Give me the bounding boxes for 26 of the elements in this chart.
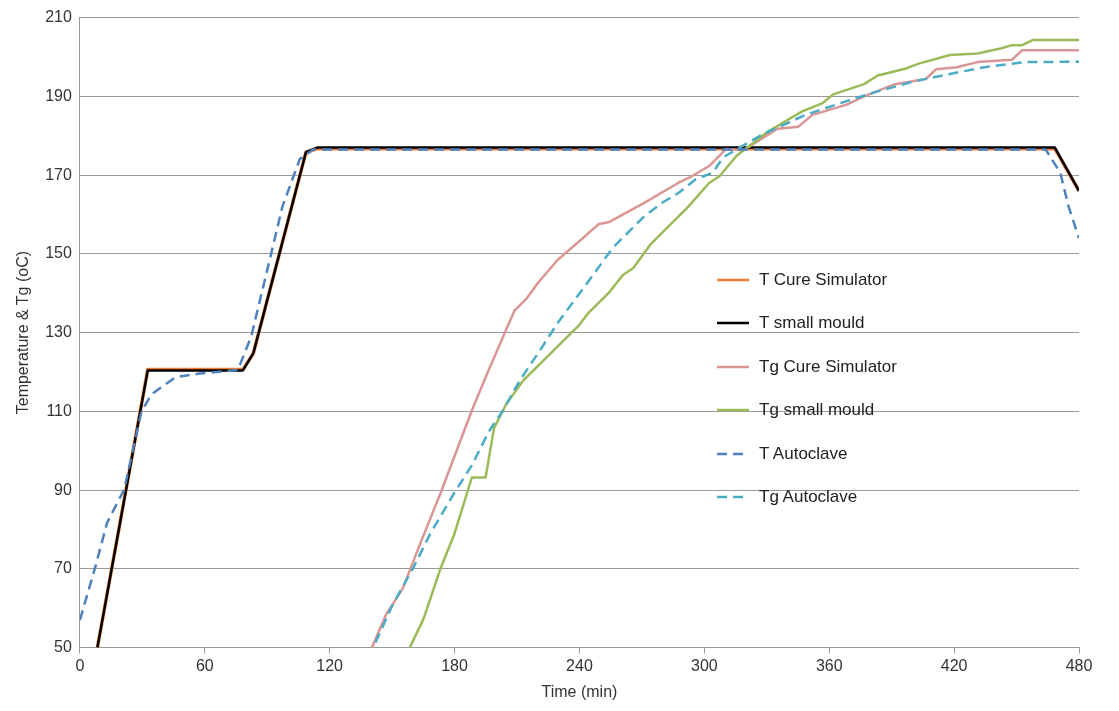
x-tick-label: 0 [75, 656, 85, 674]
x-tick-label: 360 [815, 656, 843, 674]
legend-label: T small mould [759, 313, 865, 334]
y-tick-label: 50 [54, 638, 72, 656]
y-tick-label: 150 [45, 244, 72, 262]
y-tick-label: 170 [45, 165, 72, 183]
legend-label: T Cure Simulator [759, 269, 888, 290]
legend-label: Tg Cure Simulator [759, 356, 897, 377]
legend-label: Tg small mould [759, 400, 875, 421]
x-tick-label: 300 [690, 656, 718, 674]
y-tick-label: 190 [45, 86, 72, 104]
x-tick-label: 60 [195, 656, 214, 674]
x-tick-label: 120 [316, 656, 344, 674]
x-tick-label: 240 [566, 656, 593, 674]
y-tick-label: 70 [54, 559, 72, 577]
y-tick-label: 210 [45, 8, 72, 26]
legend-label: Tg Autoclave [759, 487, 858, 508]
x-axis-title: Time (min) [541, 682, 618, 700]
y-tick-label: 90 [54, 480, 72, 498]
x-tick-label: 480 [1065, 656, 1093, 674]
x-tick-label: 420 [940, 656, 968, 674]
y-axis-title: Temperature & Tg (oC) [14, 250, 32, 415]
x-tick-label: 180 [441, 656, 468, 674]
y-tick-label: 110 [46, 401, 72, 419]
y-tick-label: 130 [45, 323, 72, 341]
legend-label: T Autoclave [759, 443, 848, 464]
